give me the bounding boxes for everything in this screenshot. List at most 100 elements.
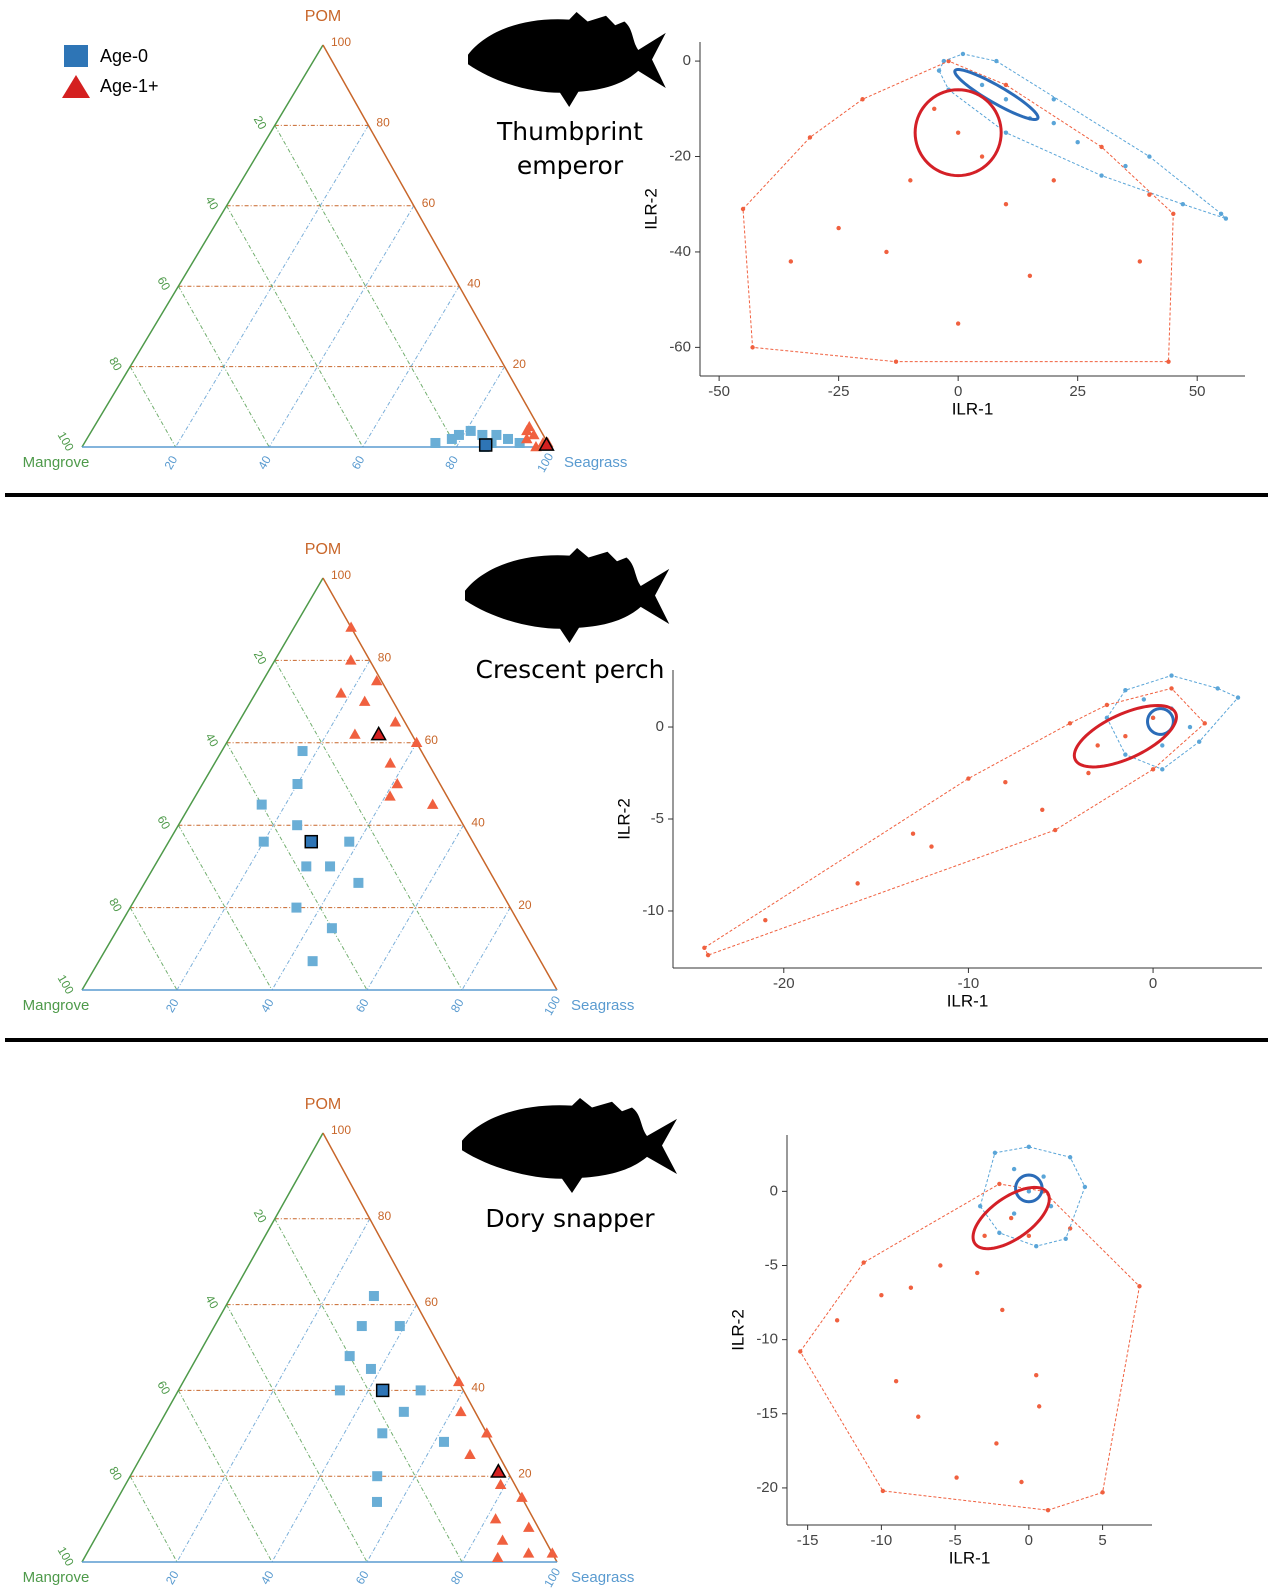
x-tick-label: 5	[1098, 1532, 1106, 1549]
point	[307, 956, 318, 967]
point	[489, 1513, 502, 1524]
point	[1137, 259, 1143, 264]
point	[368, 1291, 379, 1302]
point	[455, 1405, 467, 1417]
x-tick-label: -20	[773, 975, 795, 992]
mangrove-tick-label: 40	[203, 731, 222, 750]
point	[1067, 721, 1073, 726]
point	[452, 1375, 465, 1387]
point	[705, 952, 711, 958]
seagrass-tick-label: 40	[255, 453, 274, 472]
point	[1011, 1166, 1017, 1172]
point	[1011, 1211, 1017, 1216]
corner-label: Seagrass	[571, 1569, 634, 1586]
mangrove-tick-label: 40	[203, 194, 222, 213]
y-tick-label: -10	[756, 1331, 778, 1348]
point	[932, 106, 937, 112]
grid-line	[461, 907, 511, 991]
x-tick-label: -10	[958, 975, 980, 992]
grid-line	[175, 125, 369, 448]
point	[979, 82, 985, 88]
legend-label: Age-0	[100, 46, 148, 66]
ellipse	[1014, 1173, 1044, 1204]
point	[258, 836, 269, 847]
grid-line	[362, 285, 460, 448]
grid-line	[129, 366, 177, 448]
y-axis-title: ILR-2	[614, 798, 633, 840]
point	[938, 1263, 943, 1268]
point	[365, 1363, 376, 1374]
point	[494, 1478, 507, 1490]
point	[371, 675, 383, 686]
x-tick-label: -50	[708, 383, 730, 400]
point	[1051, 178, 1056, 183]
seagrass-tick-label: 20	[161, 453, 180, 472]
mangrove-tick-label: 60	[154, 813, 173, 832]
point	[481, 1427, 493, 1438]
pom-tick-label: 80	[378, 1209, 392, 1223]
point	[979, 154, 985, 159]
point	[1075, 140, 1080, 145]
mangrove-tick-label: 20	[251, 113, 270, 132]
grid-line	[177, 1390, 273, 1563]
grid-line	[366, 824, 464, 991]
pom-tick-label: 60	[422, 196, 436, 210]
grid-line	[129, 1475, 178, 1563]
y-tick-label: 0	[683, 52, 691, 69]
point	[1215, 686, 1220, 691]
pom-tick-label: 20	[518, 1466, 532, 1480]
point	[384, 757, 397, 768]
point	[893, 1378, 899, 1384]
grid-line	[176, 1218, 371, 1563]
fish-silhouette	[462, 1098, 677, 1193]
corner-label: Mangrove	[23, 997, 90, 1014]
mean-marker	[478, 438, 493, 452]
point	[491, 1551, 504, 1562]
mangrove-tick-label: 80	[106, 896, 125, 915]
point	[1147, 192, 1152, 197]
axis-right	[322, 44, 551, 448]
legend-swatch	[62, 75, 90, 98]
point	[1027, 273, 1033, 278]
y-axis-title: ILR-2	[728, 1309, 747, 1351]
point	[291, 902, 302, 913]
legend-label: Age-1+	[100, 76, 159, 96]
pom-tick-label: 60	[425, 1295, 439, 1309]
mangrove-tick-label: 40	[203, 1293, 222, 1312]
point	[1123, 734, 1128, 739]
mangrove-tick-label: 100	[55, 972, 77, 997]
corner-label: Mangrove	[23, 454, 90, 471]
point	[916, 1414, 921, 1419]
point	[477, 429, 488, 440]
point	[465, 425, 476, 436]
ellipse	[1072, 703, 1178, 769]
pom-tick-label: 100	[331, 1123, 351, 1137]
point	[879, 1292, 884, 1298]
point	[464, 1448, 476, 1459]
point	[349, 728, 361, 739]
x-tick-label: 0	[954, 383, 962, 400]
point	[530, 441, 542, 452]
point	[415, 1385, 426, 1396]
grid-line	[461, 1475, 511, 1563]
pom-tick-label: 60	[425, 733, 439, 747]
corner-label: POM	[305, 541, 341, 558]
seagrass-tick-label: 20	[163, 996, 182, 1015]
point	[955, 130, 961, 135]
point	[256, 799, 267, 810]
corner-label: Seagrass	[571, 997, 634, 1014]
grid-line	[271, 742, 418, 991]
pom-tick-label: 40	[471, 1381, 485, 1395]
point	[430, 437, 441, 448]
pom-tick-label: 20	[518, 898, 532, 912]
ellipse	[913, 88, 1003, 178]
x-tick-label: -10	[871, 1532, 893, 1549]
point	[1003, 780, 1008, 785]
mangrove-tick-label: 80	[106, 1464, 125, 1483]
grid-line	[455, 366, 506, 448]
point	[1041, 1174, 1046, 1179]
point	[516, 1491, 528, 1502]
pom-tick-label: 100	[331, 568, 351, 582]
